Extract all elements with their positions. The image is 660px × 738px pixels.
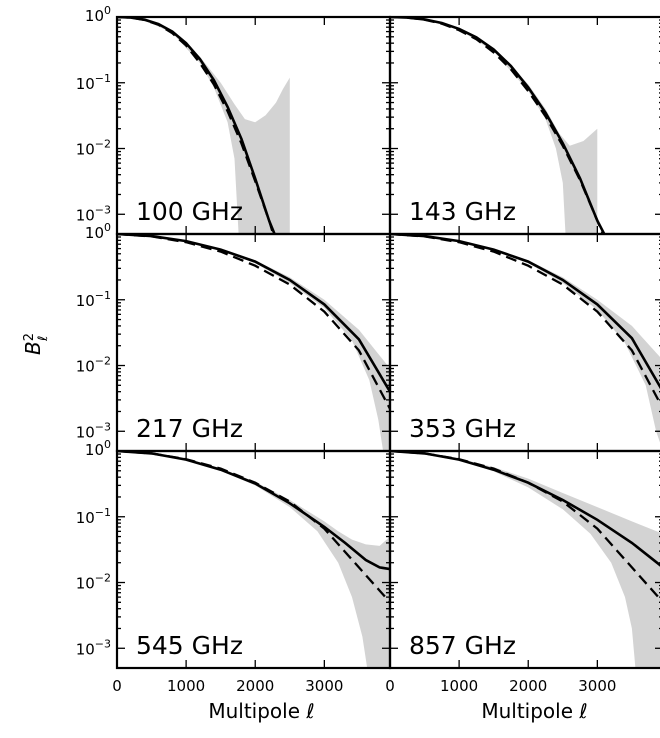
xtick-label: 3000 bbox=[305, 677, 343, 695]
ytick-label-exponent: 0 bbox=[104, 438, 111, 451]
ytick-label: 10−1 bbox=[76, 289, 111, 310]
xtick-label: 2000 bbox=[236, 677, 274, 695]
panel-2-plot bbox=[390, 17, 606, 234]
ytick-label: 100 bbox=[85, 221, 111, 242]
panel-3-plot bbox=[117, 234, 390, 451]
ytick-label: 10−3 bbox=[76, 420, 111, 441]
ytick-label: 10−2 bbox=[76, 138, 111, 159]
panel-6-frequency-label: 857 GHz bbox=[409, 631, 516, 660]
ytick-label-base: 10 bbox=[76, 575, 95, 593]
panel-1-uncertainty-band bbox=[117, 17, 290, 234]
panel-2-solid-curve bbox=[390, 17, 606, 234]
ytick-label-base: 10 bbox=[76, 75, 95, 93]
ytick-label: 10−2 bbox=[76, 572, 111, 593]
panel-6-frame bbox=[388, 449, 660, 670]
ytick-label-base: 10 bbox=[76, 640, 95, 658]
xtick-label: 1000 bbox=[167, 677, 205, 695]
ytick-label-exponent: −2 bbox=[95, 138, 111, 151]
panel-5-plot bbox=[117, 451, 390, 668]
panel-1-solid-curve bbox=[117, 17, 276, 234]
panel-6-plot bbox=[390, 451, 660, 668]
ytick-label-base: 10 bbox=[76, 358, 95, 376]
panel-6-uncertainty-band bbox=[390, 451, 660, 668]
panel-3-dashed-curve bbox=[117, 234, 390, 410]
ytick-label-exponent: 0 bbox=[104, 4, 111, 17]
ytick-label-base: 10 bbox=[85, 441, 104, 459]
xtick-label: 2000 bbox=[509, 677, 547, 695]
ytick-label: 100 bbox=[85, 438, 111, 459]
panel-5-frequency-label: 545 GHz bbox=[136, 631, 243, 660]
ytick-label-exponent: −3 bbox=[95, 203, 111, 216]
xtick-label: 1000 bbox=[440, 677, 478, 695]
panel-1-frequency-label: 100 GHz bbox=[136, 197, 243, 226]
y-axis-label-superscript: 2 bbox=[22, 333, 37, 341]
panel-5-solid-curve bbox=[117, 451, 390, 571]
y-axis-label-subscript: ℓ bbox=[36, 336, 51, 342]
ytick-label-exponent: −2 bbox=[95, 572, 111, 585]
panel-4-plot bbox=[390, 234, 660, 443]
ytick-label-exponent: −2 bbox=[95, 355, 111, 368]
xtick-label: 0 bbox=[385, 677, 395, 695]
ytick-label-exponent: −1 bbox=[95, 289, 111, 302]
ytick-label-base: 10 bbox=[76, 423, 95, 441]
ytick-label-base: 10 bbox=[76, 206, 95, 224]
x-axis-label: Multipole ℓ bbox=[481, 699, 587, 723]
ytick-label: 10−2 bbox=[76, 355, 111, 376]
panel-3-frequency-label: 217 GHz bbox=[136, 414, 243, 443]
panel-6-solid-curve bbox=[390, 451, 660, 567]
ytick-label: 100 bbox=[85, 4, 111, 25]
panel-2-frequency-label: 143 GHz bbox=[409, 197, 516, 226]
panel-3-solid-curve bbox=[117, 234, 390, 393]
ytick-label-base: 10 bbox=[76, 292, 95, 310]
panel-4-frequency-label: 353 GHz bbox=[409, 414, 516, 443]
ytick-label-base: 10 bbox=[85, 7, 104, 25]
xtick-label: 0 bbox=[112, 677, 122, 695]
ytick-label-base: 10 bbox=[76, 141, 95, 159]
panel-4-solid-curve bbox=[390, 234, 660, 390]
panel-4-dashed-curve bbox=[390, 234, 660, 406]
panel-1-plot bbox=[117, 17, 290, 234]
ytick-label-exponent: −3 bbox=[95, 420, 111, 433]
ytick-label-base: 10 bbox=[85, 224, 104, 242]
y-axis-label: B2ℓ bbox=[21, 333, 51, 355]
ytick-label: 10−3 bbox=[76, 203, 111, 224]
ytick-label-exponent: −1 bbox=[95, 506, 111, 519]
x-axis-label: Multipole ℓ bbox=[208, 699, 314, 723]
panels-layer bbox=[117, 17, 660, 668]
ytick-label: 10−3 bbox=[76, 637, 111, 658]
ytick-label-exponent: −1 bbox=[95, 72, 111, 85]
ytick-label: 10−1 bbox=[76, 72, 111, 93]
ytick-label-exponent: −3 bbox=[95, 637, 111, 650]
ytick-label-base: 10 bbox=[76, 509, 95, 527]
ytick-label-exponent: 0 bbox=[104, 221, 111, 234]
ytick-label: 10−1 bbox=[76, 506, 111, 527]
xtick-label: 3000 bbox=[578, 677, 616, 695]
panel-2-uncertainty-band bbox=[390, 17, 598, 234]
y-axis-label-base: B bbox=[21, 341, 45, 355]
